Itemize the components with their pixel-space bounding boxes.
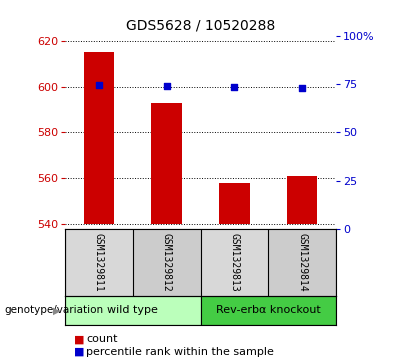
Point <box>96 82 102 88</box>
Bar <box>65 229 133 296</box>
Title: GDS5628 / 10520288: GDS5628 / 10520288 <box>126 19 275 32</box>
Text: GSM1329812: GSM1329812 <box>162 233 172 291</box>
Text: percentile rank within the sample: percentile rank within the sample <box>86 347 274 357</box>
Bar <box>65 296 201 325</box>
Bar <box>152 103 182 224</box>
Text: ■: ■ <box>74 334 84 344</box>
Text: wild type: wild type <box>108 305 158 315</box>
Text: ▶: ▶ <box>53 305 60 315</box>
Text: GSM1329811: GSM1329811 <box>94 233 104 291</box>
Bar <box>133 229 201 296</box>
Bar <box>84 52 114 224</box>
Text: Rev-erbα knockout: Rev-erbα knockout <box>216 305 320 315</box>
Bar <box>268 229 336 296</box>
Bar <box>287 176 318 224</box>
Bar <box>201 296 336 325</box>
Bar <box>219 183 249 224</box>
Text: ■: ■ <box>74 347 84 357</box>
Text: genotype/variation: genotype/variation <box>4 305 103 315</box>
Point <box>299 85 305 91</box>
Point <box>163 83 170 89</box>
Text: GSM1329814: GSM1329814 <box>297 233 307 291</box>
Text: GSM1329813: GSM1329813 <box>229 233 239 291</box>
Point <box>231 84 238 90</box>
Text: count: count <box>86 334 118 344</box>
Bar <box>201 229 268 296</box>
